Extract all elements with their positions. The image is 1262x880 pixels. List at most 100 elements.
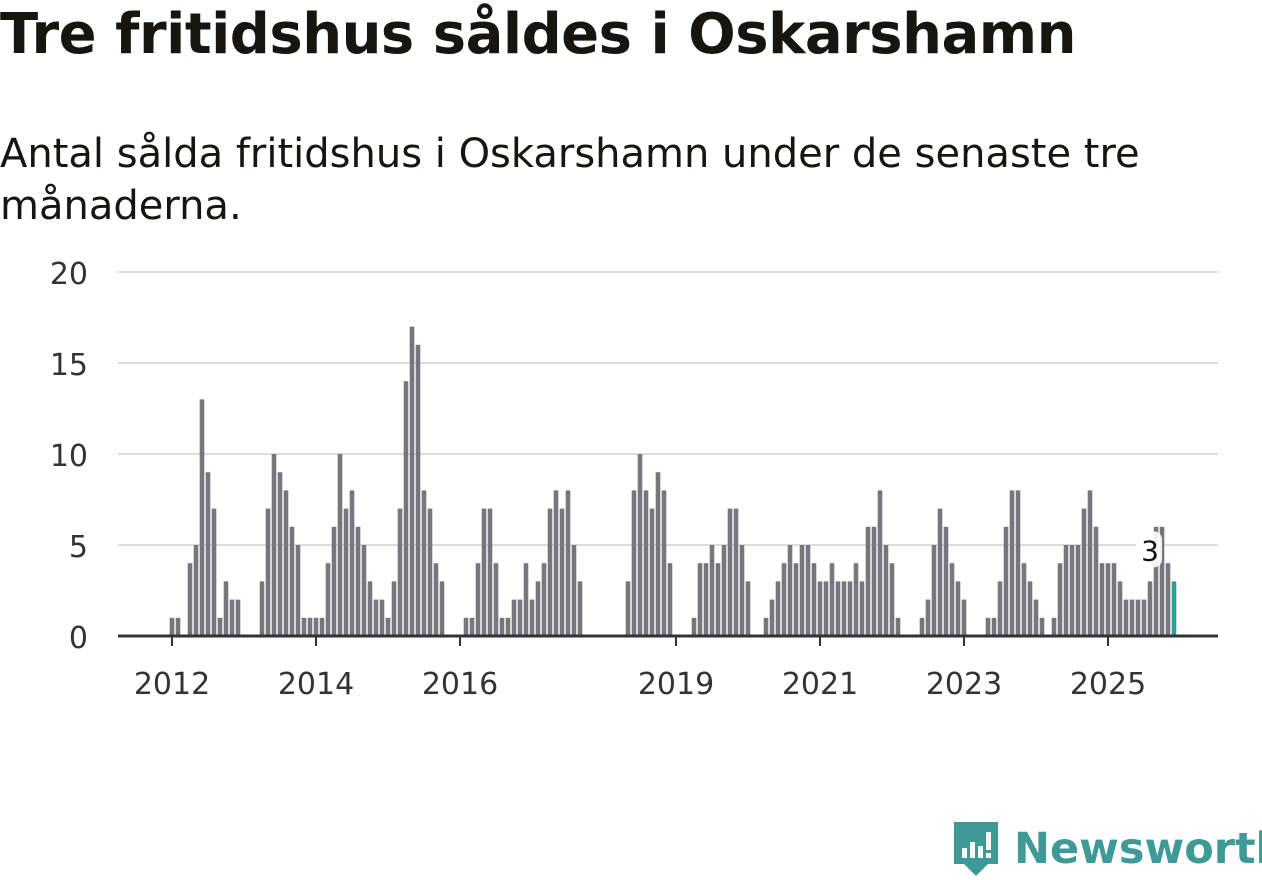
bar (175, 617, 181, 636)
bar (217, 617, 223, 636)
bar (1135, 599, 1141, 636)
bar (271, 454, 277, 636)
bar (1153, 526, 1159, 636)
y-axis-labels: 0 5 10 15 20 (50, 257, 88, 656)
x-tick-label: 2021 (782, 667, 858, 702)
bar (289, 526, 295, 636)
bar (643, 490, 649, 636)
bar (703, 563, 709, 636)
x-axis: 2012 2014 2016 2019 2021 2023 2025 (118, 634, 1218, 702)
bar (421, 490, 427, 636)
x-tick-label: 2025 (1070, 667, 1146, 702)
bar (631, 490, 637, 636)
bar (955, 581, 961, 636)
y-tick-label: 0 (69, 621, 88, 656)
bar (475, 563, 481, 636)
bar (1129, 599, 1135, 636)
bar (637, 454, 643, 636)
bar (823, 581, 829, 636)
bar (727, 508, 733, 636)
bar (541, 563, 547, 636)
bar (835, 581, 841, 636)
bar (301, 617, 307, 636)
bar (313, 617, 319, 636)
bar (439, 581, 445, 636)
bar (985, 617, 991, 636)
bar (811, 563, 817, 636)
data-label: 3 (1141, 534, 1159, 567)
bar (931, 545, 937, 636)
bar (1027, 581, 1033, 636)
bar (1075, 545, 1081, 636)
bar (469, 617, 475, 636)
bar (1051, 617, 1057, 636)
bar (871, 526, 877, 636)
bar (433, 563, 439, 636)
bar (319, 617, 325, 636)
bar (223, 581, 229, 636)
bar (517, 599, 523, 636)
y-tick-label: 15 (50, 348, 88, 383)
bar (961, 599, 967, 636)
bar (361, 545, 367, 636)
bar (991, 617, 997, 636)
bar (187, 563, 193, 636)
bar (169, 617, 175, 636)
bar (349, 490, 355, 636)
bar (337, 454, 343, 636)
bar (283, 490, 289, 636)
bar (1039, 617, 1045, 636)
bar (865, 526, 871, 636)
highlighted-bar (1171, 581, 1177, 636)
bar (559, 508, 565, 636)
x-tick-label: 2019 (638, 667, 714, 702)
bar (697, 563, 703, 636)
bar (547, 508, 553, 636)
bar (817, 581, 823, 636)
x-tick-label: 2023 (926, 667, 1002, 702)
bar (1081, 508, 1087, 636)
bar (193, 545, 199, 636)
brand-logo: Newsworthy (950, 818, 1262, 880)
bar (493, 563, 499, 636)
bar (265, 508, 271, 636)
bar (745, 581, 751, 636)
newsworthy-logo-icon (954, 822, 998, 876)
bar (1033, 599, 1039, 636)
bar (997, 581, 1003, 636)
bar (739, 545, 745, 636)
bar (367, 581, 373, 636)
bar (799, 545, 805, 636)
bar (721, 545, 727, 636)
bar (1009, 490, 1015, 636)
bar (205, 472, 211, 636)
bar (883, 545, 889, 636)
bar (481, 508, 487, 636)
bar (499, 617, 505, 636)
bar (775, 581, 781, 636)
bar (1057, 563, 1063, 636)
bar (925, 599, 931, 636)
brand-name: Newsworthy (1014, 824, 1262, 874)
bar (1117, 581, 1123, 636)
bar (355, 526, 361, 636)
bar (733, 508, 739, 636)
bar (649, 508, 655, 636)
bar (1123, 599, 1129, 636)
bar (1015, 490, 1021, 636)
bar (277, 472, 283, 636)
bar (1141, 599, 1147, 636)
bar (409, 326, 415, 636)
bar (565, 490, 571, 636)
bar (1093, 526, 1099, 636)
bar (331, 526, 337, 636)
bar (667, 563, 673, 636)
bar (391, 581, 397, 636)
bar (577, 581, 583, 636)
x-tick-label: 2012 (134, 667, 210, 702)
bar (787, 545, 793, 636)
bar (661, 490, 667, 636)
bars (169, 326, 1177, 636)
bar (403, 381, 409, 636)
